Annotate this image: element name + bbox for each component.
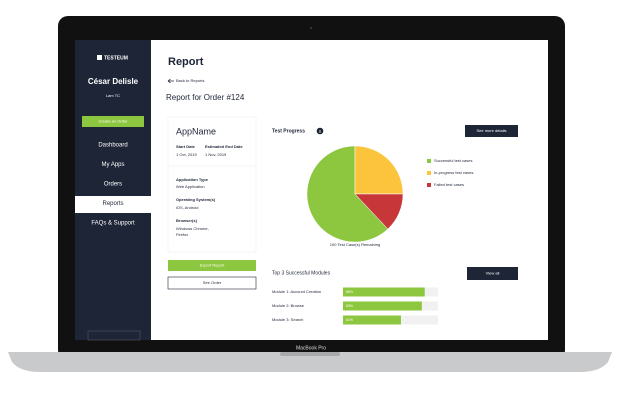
legend-swatch: [427, 159, 431, 163]
see-order-label[interactable]: See Order: [203, 280, 222, 285]
pie-slice: [354, 193, 404, 230]
page-title: Report: [168, 56, 204, 68]
legend-label: Failed test cases: [434, 182, 464, 187]
bar: [343, 315, 401, 325]
menu-item[interactable]: Dashboard: [98, 143, 127, 149]
module-name: Module 3: Search: [272, 317, 303, 322]
camera: [309, 26, 313, 30]
os-label: Operating System(s): [176, 197, 216, 202]
create-button-label[interactable]: Create an Order: [99, 119, 129, 124]
app-name: AppName: [176, 126, 216, 136]
browser: Firefox: [176, 232, 188, 237]
device-label: MacBook Pro: [296, 345, 326, 351]
menu-item[interactable]: Reports: [102, 201, 123, 207]
start-date: 1 Oct, 2019: [176, 152, 197, 157]
laptop-base: [8, 352, 612, 372]
bar: [343, 301, 422, 311]
logo-icon: [97, 55, 102, 60]
bar-value-label: 61%: [346, 318, 353, 322]
module-name: Module 2: Browse: [272, 303, 305, 308]
legend-label: Successful test cases: [434, 158, 472, 163]
bar: [343, 287, 425, 297]
browser-label: Browser(s): [176, 218, 198, 223]
app-type-label: Application Type: [176, 177, 209, 182]
see-order-button[interactable]: [167, 276, 257, 290]
notch: [280, 352, 340, 356]
end-label: Estimated End Date: [205, 144, 243, 149]
view-all-label[interactable]: View all: [486, 271, 500, 276]
create-button[interactable]: [82, 116, 144, 127]
view-all-button[interactable]: [467, 267, 518, 280]
pie-caption: 100 Test Case(s) Remaining: [330, 242, 380, 247]
module-name: Module 1: Account Creation: [272, 289, 321, 294]
bar-title: Top 3 Successful Modules: [272, 270, 331, 276]
back-link[interactable]: Back to Reports: [176, 78, 204, 83]
details-button-label[interactable]: See more details: [476, 128, 506, 133]
legend-label: In-progress test cases: [434, 170, 473, 175]
menu-item[interactable]: Orders: [104, 182, 122, 188]
os: iOS, Android: [176, 205, 198, 210]
bar-value-label: 86%: [346, 290, 353, 294]
sidebar-bottom-box: [87, 330, 141, 341]
subtitle: Report for Order #124: [166, 93, 245, 102]
logo: TESTEUM: [104, 55, 128, 61]
details-button[interactable]: [465, 125, 518, 137]
pie-title: Test Progress: [272, 128, 305, 134]
export-button-label[interactable]: Export Report: [200, 263, 226, 268]
legend-swatch: [427, 183, 431, 187]
app-card: [167, 116, 257, 253]
end-date: 1 Nov, 2019: [205, 152, 227, 157]
app-type: Web Application: [176, 184, 205, 189]
user-name: César Delisle: [88, 77, 139, 86]
back-arrow[interactable]: [167, 78, 174, 84]
pie-slice: [306, 145, 389, 243]
browser: Windows Chrome,: [176, 226, 209, 231]
legend-swatch: [427, 171, 431, 175]
menu-item[interactable]: FAQs & Support: [91, 221, 135, 227]
start-label: Start Date: [176, 144, 196, 149]
pie-slice: [354, 145, 404, 195]
sidebar: [75, 40, 151, 340]
export-button[interactable]: [168, 260, 256, 271]
user-role: Lam TC: [106, 93, 120, 98]
active-menu-bg: [75, 196, 151, 213]
bar-value-label: 83%: [346, 304, 353, 308]
menu-item[interactable]: My Apps: [101, 162, 124, 168]
